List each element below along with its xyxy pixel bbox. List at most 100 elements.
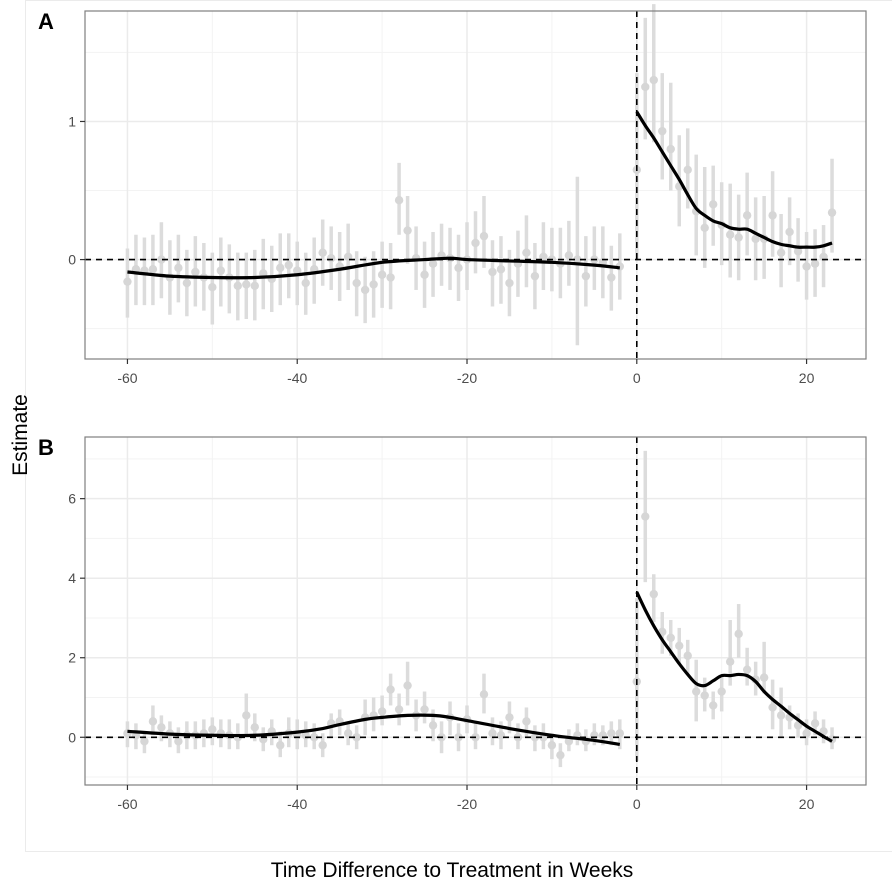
data-point bbox=[471, 238, 480, 248]
data-point bbox=[505, 278, 514, 288]
data-point bbox=[157, 723, 166, 732]
x-tick-label: 0 bbox=[633, 370, 641, 386]
y-tick-label: 0 bbox=[68, 729, 76, 745]
data-point bbox=[734, 233, 743, 242]
data-point bbox=[250, 723, 259, 732]
data-point bbox=[148, 717, 158, 726]
data-point bbox=[802, 262, 811, 271]
data-point bbox=[148, 265, 158, 274]
data-point bbox=[182, 278, 192, 288]
data-point bbox=[318, 248, 327, 257]
data-point bbox=[216, 266, 226, 275]
x-tick-label: 20 bbox=[799, 370, 815, 386]
data-point bbox=[250, 281, 259, 291]
data-point bbox=[742, 665, 752, 674]
x-tick-label: 20 bbox=[799, 796, 815, 812]
data-point bbox=[369, 280, 378, 289]
pre-treatment-smooth-line bbox=[127, 713, 621, 747]
data-point bbox=[505, 713, 514, 722]
data-point bbox=[123, 277, 132, 286]
y-tick-label: 2 bbox=[68, 650, 76, 666]
data-point bbox=[326, 253, 336, 263]
data-point bbox=[675, 641, 684, 650]
data-point bbox=[208, 725, 217, 734]
x-tick-label: -40 bbox=[287, 796, 307, 812]
data-point bbox=[530, 271, 540, 281]
panel-b: -60 -40 -20 0 20 0 2 4 6 B bbox=[38, 435, 867, 812]
data-point bbox=[301, 278, 310, 288]
plot-background bbox=[85, 11, 866, 359]
data-point bbox=[768, 703, 777, 712]
data-point bbox=[479, 231, 489, 241]
data-point bbox=[700, 691, 709, 700]
data-point bbox=[276, 263, 285, 273]
data-point bbox=[284, 260, 293, 270]
data-point bbox=[233, 281, 243, 291]
data-point bbox=[658, 126, 667, 136]
data-point bbox=[683, 165, 692, 175]
data-point bbox=[428, 721, 438, 730]
panel-tag: B bbox=[38, 435, 54, 460]
data-point bbox=[496, 265, 506, 274]
data-point bbox=[692, 687, 701, 696]
y-tick-label: 0 bbox=[68, 252, 76, 268]
data-point bbox=[522, 248, 531, 257]
data-point bbox=[191, 267, 200, 277]
pre-treatment-smooth-line bbox=[127, 256, 620, 280]
data-point bbox=[157, 255, 166, 264]
data-point bbox=[683, 651, 692, 660]
data-point bbox=[420, 270, 429, 279]
data-point bbox=[386, 685, 395, 694]
data-point bbox=[793, 247, 803, 256]
data-point bbox=[276, 741, 285, 750]
data-point bbox=[649, 589, 658, 599]
data-point bbox=[259, 269, 268, 278]
data-point bbox=[776, 711, 786, 720]
data-point bbox=[174, 263, 183, 273]
y-tick-label: 4 bbox=[68, 570, 76, 586]
x-tick-label: -20 bbox=[457, 370, 477, 386]
data-point bbox=[403, 681, 412, 690]
data-point bbox=[810, 259, 820, 268]
data-point bbox=[641, 512, 650, 521]
x-tick-label: -40 bbox=[287, 370, 307, 386]
data-point bbox=[810, 719, 820, 728]
data-point bbox=[488, 729, 497, 738]
panel-border bbox=[84, 10, 867, 360]
data-point bbox=[641, 82, 650, 92]
data-point bbox=[420, 705, 429, 714]
data-point bbox=[556, 750, 565, 760]
data-point bbox=[293, 266, 302, 275]
data-point bbox=[310, 733, 319, 742]
data-point bbox=[700, 223, 709, 233]
data-point bbox=[360, 285, 370, 295]
data-point bbox=[581, 271, 591, 281]
data-point bbox=[522, 717, 531, 726]
data-point bbox=[394, 195, 404, 205]
data-point bbox=[759, 673, 769, 682]
x-tick-label: -20 bbox=[457, 796, 477, 812]
post-treatment-smooth-line bbox=[635, 110, 833, 249]
data-point bbox=[496, 731, 506, 740]
data-point bbox=[649, 75, 658, 85]
data-point bbox=[377, 707, 387, 716]
data-point bbox=[802, 729, 811, 738]
data-point bbox=[742, 211, 752, 220]
data-point bbox=[174, 737, 183, 746]
data-point bbox=[454, 733, 463, 742]
data-point bbox=[242, 711, 251, 720]
data-point bbox=[343, 729, 353, 738]
data-point bbox=[352, 733, 361, 742]
panel-border bbox=[84, 436, 867, 786]
data-point bbox=[488, 267, 497, 277]
data-point bbox=[403, 226, 412, 235]
data-point bbox=[725, 230, 735, 239]
data-point bbox=[564, 251, 574, 260]
panel-tag: A bbox=[38, 9, 54, 34]
data-point bbox=[242, 280, 251, 289]
data-point bbox=[666, 633, 675, 643]
data-point bbox=[140, 737, 149, 746]
data-point bbox=[590, 731, 599, 740]
data-point bbox=[708, 701, 718, 710]
